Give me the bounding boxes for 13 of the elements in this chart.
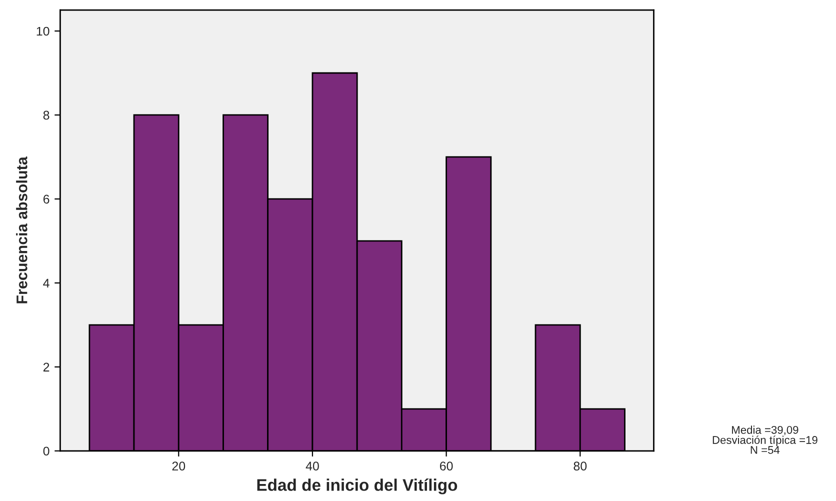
text: Media =39,09 Desviación típica =19 N =54: [712, 426, 818, 454]
x-tick-label: 60: [440, 462, 453, 470]
y-axis-title: Frecuencia absoluta: [16, 156, 28, 304]
y-tick-label: 6: [43, 194, 50, 204]
y-tick-label: 0: [43, 446, 50, 456]
x-axis-title: Edad de inicio del Vitíligo: [257, 478, 458, 494]
y-tick-label: 8: [43, 110, 50, 120]
y-tick-label: 4: [43, 278, 50, 288]
y-tick-label: 10: [36, 26, 50, 36]
x-tick-label: 40: [306, 462, 319, 470]
x-tick-label: 20: [172, 462, 186, 470]
y-tick-label: 2: [43, 362, 50, 372]
x-tick-label: 80: [574, 462, 587, 470]
